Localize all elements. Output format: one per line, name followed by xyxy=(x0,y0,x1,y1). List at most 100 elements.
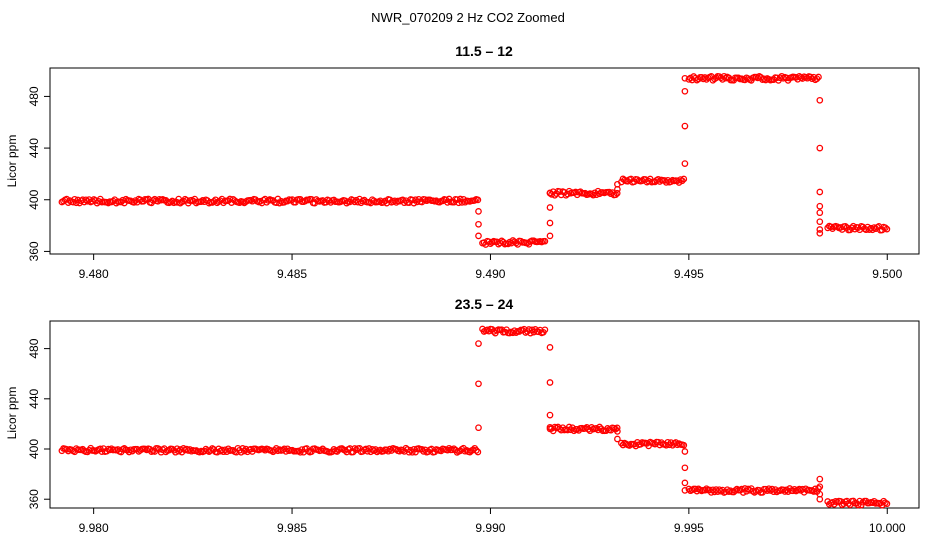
panel-2: 23.5 – 24 Licor ppm 9.980 9.985 9.990 9.995… xyxy=(5,296,920,535)
panel-1-point xyxy=(685,76,693,83)
panel-1-transition-point xyxy=(816,218,824,226)
panel-1-transition-point xyxy=(816,188,824,196)
panel-2-transition-point xyxy=(475,424,482,432)
panel-1-point xyxy=(474,196,482,204)
panel-2-transition-point xyxy=(614,428,621,435)
panel-2-point xyxy=(765,485,773,493)
panel-1-transition-point xyxy=(614,180,621,188)
panel-2-point xyxy=(541,326,549,334)
panel-1-transition-point xyxy=(475,208,482,215)
panel-2-point xyxy=(883,500,891,508)
panel-1-point xyxy=(453,196,461,203)
panel-1-point xyxy=(71,195,79,203)
panel-1-transition-point xyxy=(681,87,689,95)
panel-1-transition-point xyxy=(816,229,824,237)
panel-2-point xyxy=(237,448,245,456)
panel-1-point xyxy=(881,224,889,232)
panel-1-transition-point xyxy=(475,232,482,240)
panel-1-transition-point xyxy=(816,226,824,233)
panel-1-x-tick-label: 9.485 xyxy=(277,267,307,281)
panel-1-transition-point xyxy=(546,204,554,211)
panel-2-point xyxy=(172,448,179,456)
panel-1-point xyxy=(380,198,387,206)
panel-1-y-tick-label: 360 xyxy=(27,241,41,261)
panel-2-transition-point xyxy=(816,495,824,503)
panel-2-points xyxy=(58,325,891,509)
figure-title: NWR_070209 2 Hz CO2 Zoomed xyxy=(371,10,565,25)
panel-2-transition-point xyxy=(475,380,482,388)
panel-1-transition-point xyxy=(681,122,689,130)
panel-2-transition-point xyxy=(816,475,824,483)
panel-1-y-tick-label: 480 xyxy=(27,86,41,106)
panel-2-point xyxy=(739,489,747,496)
panel-2-point xyxy=(474,448,482,456)
panel-1-x-tick-label: 9.490 xyxy=(475,267,505,281)
panel-2-transition-point xyxy=(681,479,689,487)
panel-1-point xyxy=(680,175,688,183)
panel-2-y-tick-label: 400 xyxy=(27,439,41,459)
panel-1-x-axis: 9.480 9.485 9.490 9.495 9.500 xyxy=(79,254,903,281)
panel-1-transition-point xyxy=(475,220,482,228)
panel-1-point xyxy=(504,240,512,248)
panel-1-point xyxy=(410,199,418,207)
panel-2-transition-point xyxy=(546,425,554,433)
panel-1-points xyxy=(58,72,891,248)
panel-2-y-tick-label: 480 xyxy=(27,338,41,358)
panel-1-transition-point xyxy=(546,189,554,197)
panel-1-transition-point xyxy=(816,144,824,152)
panel-2-point xyxy=(527,329,534,337)
panel-2-point xyxy=(715,486,723,494)
panel-2-y-tick-label: 360 xyxy=(27,489,41,509)
panel-2-x-tick-label: 9.995 xyxy=(674,521,704,535)
panel-1-point xyxy=(883,225,891,233)
panel-1-point xyxy=(130,199,138,206)
panel-2-transition-point xyxy=(546,411,554,419)
panel-2-point xyxy=(596,423,603,431)
panel-1-point xyxy=(351,198,359,206)
panel-1-transition-point xyxy=(816,202,824,210)
panel-2-point xyxy=(680,441,688,449)
panel-1-transition-point xyxy=(816,96,824,104)
panel-1-point xyxy=(455,199,463,207)
panel-1-title: 11.5 – 12 xyxy=(455,43,513,59)
panel-2-point xyxy=(175,447,183,455)
panel-1-point xyxy=(841,222,849,230)
panel-2-x-tick-label: 9.980 xyxy=(79,521,109,535)
panel-1-y-tick-label: 440 xyxy=(27,138,41,158)
panel-2-point xyxy=(703,485,710,493)
panel-1-point xyxy=(343,199,351,207)
panel-1-y-tick-label: 400 xyxy=(27,189,41,209)
panel-2-y-axis: 360 400 440 480 xyxy=(27,338,50,509)
panel-1-point xyxy=(813,75,821,83)
panel-1-point xyxy=(117,198,125,206)
panel-1-point xyxy=(456,195,464,203)
panel-1-x-tick-label: 9.480 xyxy=(79,267,109,281)
panel-2-point xyxy=(472,447,480,454)
panel-2-transition-point xyxy=(816,483,824,491)
panel-1-y-axis: 360 400 440 480 xyxy=(27,86,50,261)
panel-2-point xyxy=(854,501,862,509)
panel-2-transition-point xyxy=(681,448,689,455)
panel-2-point xyxy=(613,424,621,432)
panel-1-point xyxy=(280,198,288,206)
panel-1-transition-point xyxy=(816,209,824,217)
panel-1-x-tick-label: 9.500 xyxy=(872,267,902,281)
panel-2-title: 23.5 – 24 xyxy=(455,296,514,312)
panel-1-point xyxy=(678,177,686,185)
panel-1-transition-point xyxy=(546,219,554,227)
panel-2-transition-point xyxy=(475,340,482,347)
panel-1-transition-point xyxy=(546,232,554,240)
panel-2-plot-frame xyxy=(49,320,920,509)
panel-2-x-tick-label: 9.990 xyxy=(475,521,505,535)
panel-2-point xyxy=(781,488,789,495)
panel-2-x-axis: 9.980 9.985 9.990 9.995 10.000 xyxy=(79,508,906,535)
panel-2-transition-point xyxy=(546,344,554,351)
panel-1-point xyxy=(807,73,814,81)
panel-2-y-tick-label: 440 xyxy=(27,388,41,408)
panel-2-transition-point xyxy=(614,435,621,443)
panel-1-x-tick-label: 9.495 xyxy=(674,267,704,281)
panel-1: 11.5 – 12 Licor ppm 9.480 9.485 9.490 9.495… xyxy=(5,43,920,281)
panel-2-point xyxy=(450,445,458,453)
panel-2-x-tick-label: 9.985 xyxy=(277,521,307,535)
